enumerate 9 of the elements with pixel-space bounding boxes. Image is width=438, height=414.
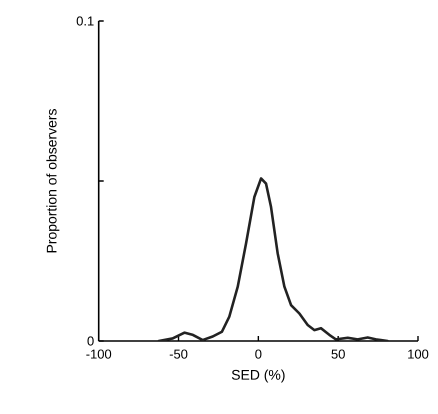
y-tick-label: 0.1 bbox=[76, 16, 94, 26]
x-tick-label: -100 bbox=[86, 350, 112, 359]
x-tick-label: 50 bbox=[331, 350, 345, 359]
x-tick-label: 0 bbox=[255, 350, 262, 359]
y-axis-title: Proportion of observers bbox=[46, 109, 60, 252]
line-series bbox=[157, 177, 389, 341]
x-tick-label: 100 bbox=[408, 350, 428, 359]
x-axis-title: SED (%) bbox=[232, 370, 285, 383]
x-tick-label: -50 bbox=[170, 350, 188, 359]
